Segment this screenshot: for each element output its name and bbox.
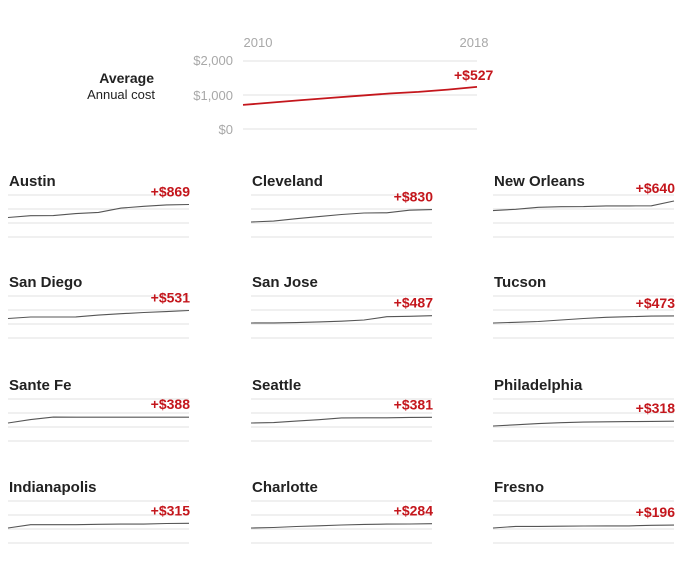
series-line-san-diego bbox=[7, 309, 190, 320]
change-label-san-jose: +$487 bbox=[394, 295, 434, 311]
city-name-indianapolis: Indianapolis bbox=[9, 479, 97, 496]
panel-new-orleans: New Orleans +$640 bbox=[492, 173, 676, 238]
change-label-cleveland: +$830 bbox=[394, 189, 434, 205]
panel-seattle: Seattle +$381 bbox=[250, 377, 434, 442]
city-name-charlotte: Charlotte bbox=[252, 479, 318, 496]
average-series-line bbox=[242, 86, 478, 106]
change-label-austin: +$869 bbox=[151, 184, 191, 200]
city-name-philadelphia: Philadelphia bbox=[494, 377, 583, 394]
change-label-tucson: +$473 bbox=[636, 295, 676, 311]
series-line-philadelphia bbox=[492, 420, 675, 427]
panel-austin: Austin +$869 bbox=[7, 173, 191, 238]
series-line-indianapolis bbox=[7, 522, 190, 529]
change-label-charlotte: +$284 bbox=[394, 503, 434, 519]
change-label-indianapolis: +$315 bbox=[151, 502, 191, 518]
city-name-san-jose: San Jose bbox=[252, 274, 318, 291]
change-label-new-orleans: +$640 bbox=[636, 180, 676, 196]
series-line-seattle bbox=[250, 416, 433, 424]
average-change-label: +$527 bbox=[454, 67, 494, 83]
panel-san-jose: San Jose +$487 bbox=[250, 274, 434, 339]
city-panels: Austin +$869 Cleveland +$830 New Orleans +$64… bbox=[7, 173, 676, 544]
y-tick-2000: $2,000 bbox=[193, 53, 233, 68]
city-name-san-diego: San Diego bbox=[9, 274, 82, 291]
series-line-tucson bbox=[492, 315, 675, 324]
panel-philadelphia: Philadelphia +$318 bbox=[492, 377, 676, 442]
y-tick-1000: $1,000 bbox=[193, 88, 233, 103]
change-label-seattle: +$381 bbox=[394, 396, 434, 412]
series-line-fresno bbox=[492, 524, 675, 529]
series-line-austin bbox=[7, 203, 190, 219]
average-title: Average bbox=[99, 70, 154, 86]
city-name-seattle: Seattle bbox=[252, 377, 301, 394]
series-line-new-orleans bbox=[492, 200, 675, 212]
change-label-sante-fe: +$388 bbox=[151, 396, 191, 412]
series-line-cleveland bbox=[250, 209, 433, 223]
panel-fresno: Fresno +$196 bbox=[492, 479, 676, 544]
average-panel: 2010 2018 $2,000 $1,000 $0 Average Annua… bbox=[87, 35, 493, 137]
series-line-san-jose bbox=[250, 315, 433, 324]
change-label-fresno: +$196 bbox=[636, 504, 676, 520]
y-tick-0: $0 bbox=[219, 122, 233, 137]
panel-cleveland: Cleveland +$830 bbox=[250, 173, 434, 238]
change-label-philadelphia: +$318 bbox=[636, 400, 676, 416]
series-line-charlotte bbox=[250, 523, 433, 529]
city-name-fresno: Fresno bbox=[494, 479, 544, 496]
panel-charlotte: Charlotte +$284 bbox=[250, 479, 434, 544]
city-name-tucson: Tucson bbox=[494, 274, 546, 291]
panel-tucson: Tucson +$473 bbox=[492, 274, 676, 339]
city-name-cleveland: Cleveland bbox=[252, 173, 323, 190]
average-subtitle: Annual cost bbox=[87, 87, 155, 102]
city-name-austin: Austin bbox=[9, 173, 56, 190]
city-name-sante-fe: Sante Fe bbox=[9, 377, 72, 394]
series-line-sante-fe bbox=[7, 416, 189, 424]
x-label-start: 2010 bbox=[244, 35, 273, 50]
panel-sante-fe: Sante Fe +$388 bbox=[7, 377, 191, 442]
x-label-end: 2018 bbox=[460, 35, 489, 50]
panel-indianapolis: Indianapolis +$315 bbox=[7, 479, 191, 544]
change-label-san-diego: +$531 bbox=[151, 290, 191, 306]
panel-san-diego: San Diego +$531 bbox=[7, 274, 191, 339]
city-name-new-orleans: New Orleans bbox=[494, 173, 585, 190]
